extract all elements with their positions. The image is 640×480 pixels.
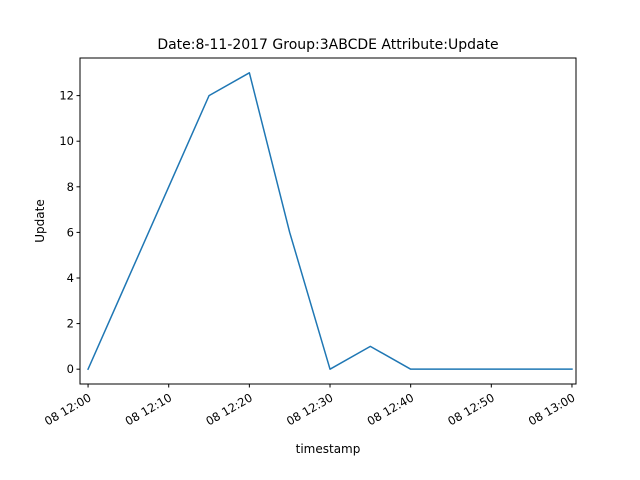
y-tick-label: 8: [67, 180, 74, 194]
x-axis: 08 12:00 08 12:10 08 12:20 08 12:30 08 12:40…: [42, 384, 577, 428]
x-axis-label: timestamp: [296, 442, 361, 456]
plot-frame: [79, 57, 577, 385]
x-tick-label: 08 12:40: [365, 390, 417, 428]
y-axis-label: Update: [33, 199, 47, 242]
y-tick-label: 0: [67, 362, 74, 376]
y-axis: 0 2 4 6 8 10 12: [59, 89, 80, 376]
y-tick-label: 12: [59, 89, 74, 103]
chart-title: Date:8-11-2017 Group:3ABCDE Attribute:Up…: [157, 37, 498, 53]
x-tick-label: 08 12:30: [284, 390, 336, 428]
y-tick-label: 10: [59, 134, 74, 148]
y-tick-label: 4: [67, 271, 74, 285]
series-line: [87, 72, 573, 371]
x-tick-label: 08 12:10: [123, 390, 175, 428]
y-tick-label: 6: [67, 225, 74, 239]
x-tick-label: 08 12:00: [42, 390, 94, 428]
y-tick-label: 2: [67, 317, 74, 331]
x-tick-label: 08 12:20: [203, 390, 255, 428]
x-tick-label: 08 13:00: [526, 390, 578, 428]
x-tick-label: 08 12:50: [445, 390, 497, 428]
series-layer: [87, 72, 573, 371]
